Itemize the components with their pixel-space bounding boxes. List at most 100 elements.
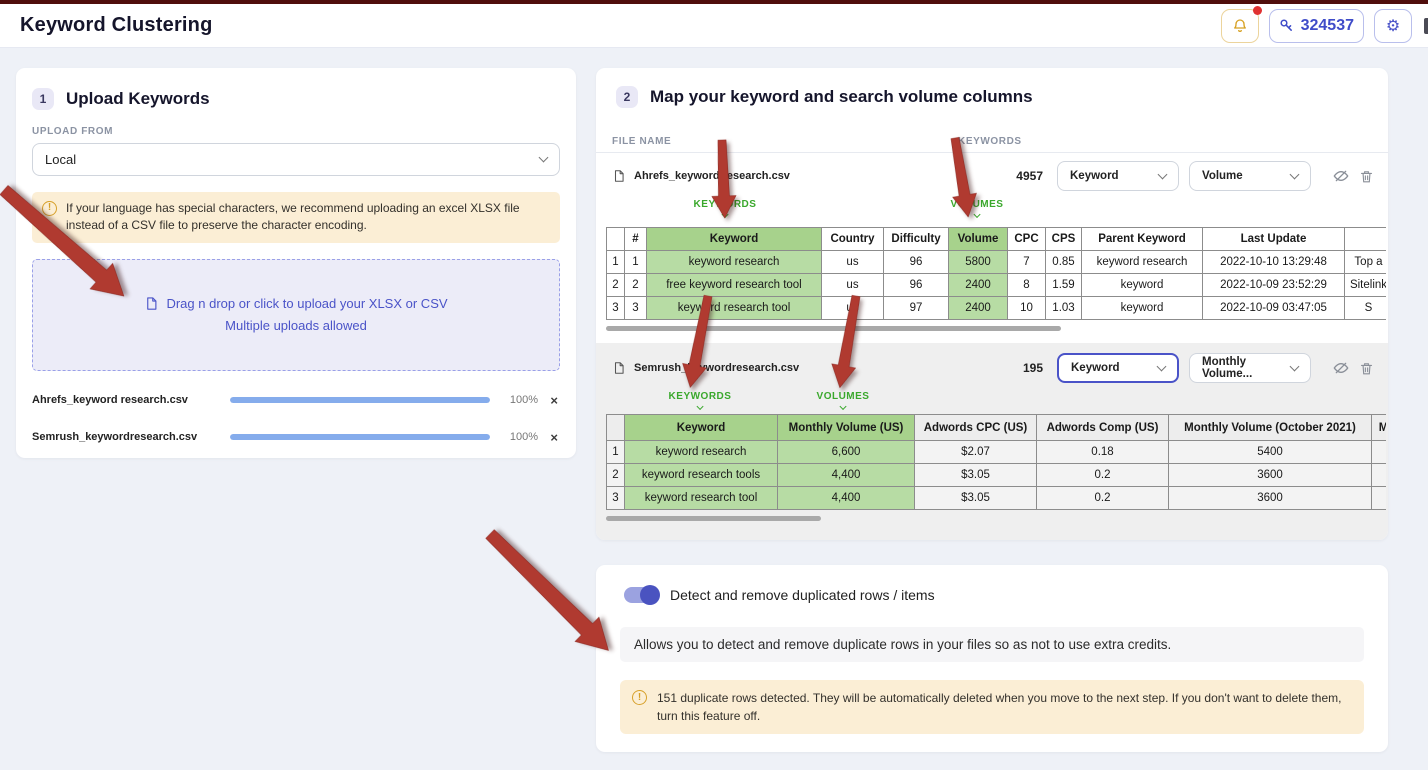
table-row: 2 2 free keyword research tool us 96 2400 8 1.5… xyxy=(606,273,1386,297)
table-cell: $2.07 xyxy=(914,440,1037,464)
keyword-column-select[interactable]: Keyword xyxy=(1057,353,1179,383)
chevron-down-icon xyxy=(721,210,729,219)
mapping-card-head: 2 Map your keyword and search volume col… xyxy=(616,86,1033,108)
table-row: 1 1 keyword research us 96 5800 7 0.85 keyword r… xyxy=(606,250,1386,274)
table-cell: 1 xyxy=(606,250,625,274)
column-header xyxy=(606,227,625,251)
table-cell: 7 xyxy=(1007,250,1046,274)
upload-progress-bar xyxy=(230,397,490,404)
dedupe-toggle[interactable] xyxy=(624,585,660,605)
upload-source-value: Local xyxy=(45,152,77,167)
volume-column-select[interactable]: Monthly Volume... xyxy=(1189,353,1311,383)
volume-column-select[interactable]: Volume xyxy=(1189,161,1311,191)
keyword-column-select[interactable]: Keyword xyxy=(1057,161,1179,191)
toggle-knob xyxy=(640,585,660,605)
table-cell: 3 xyxy=(606,296,625,320)
mapping-card-title: Map your keyword and search volume colum… xyxy=(650,87,1033,106)
table-cell: 1.59 xyxy=(1045,273,1082,297)
file-row: Semrush_keywordresearch.csv 195 Keyword … xyxy=(612,351,1374,385)
divider xyxy=(596,152,1388,153)
upload-keywords-card: 1 Upload Keywords UPLOAD FROM Local If y… xyxy=(16,68,576,458)
table-cell: keyword research xyxy=(624,440,778,464)
table-cell: 5400 xyxy=(1168,440,1372,464)
duplicate-warning-text: 151 duplicate rows detected. They will b… xyxy=(657,691,1342,723)
upload-source-select[interactable]: Local xyxy=(32,143,560,176)
table-cell: keyword xyxy=(1081,296,1203,320)
column-header: Keyword xyxy=(624,414,778,441)
table-cell: $3.05 xyxy=(914,486,1037,510)
upload-card-title: Upload Keywords xyxy=(66,89,210,108)
column-header: Parent Keyword xyxy=(1081,227,1203,251)
table-cell: keyword research tool xyxy=(646,296,822,320)
table-row: 3 3 keyword research tool us 97 2400 10 1.03 key… xyxy=(606,296,1386,320)
step-badge-2: 2 xyxy=(616,86,638,108)
table-cell: 96 xyxy=(883,273,949,297)
chevron-down-icon xyxy=(1156,361,1167,371)
alert-icon xyxy=(632,690,647,705)
column-header: Monthly Volume (October 2021) xyxy=(1168,414,1372,441)
table-header-row: # Keyword Country Difficulty Volume CPC CPS Par… xyxy=(606,227,1386,251)
table-cell: 2400 xyxy=(948,296,1008,320)
column-header: Difficulty xyxy=(883,227,949,251)
volumes-tag: VOLUMES xyxy=(817,391,870,411)
table-cell: 0.2 xyxy=(1036,463,1169,487)
clipped-edge-element xyxy=(1424,18,1428,34)
column-header: CPS xyxy=(1045,227,1082,251)
table-cell: keyword research xyxy=(646,250,822,274)
upload-from-label: UPLOAD FROM xyxy=(32,126,114,137)
dedupe-toggle-label: Detect and remove duplicated rows / item… xyxy=(670,587,935,603)
step-badge-1: 1 xyxy=(32,88,54,110)
hide-file-button[interactable] xyxy=(1333,168,1349,184)
file-mapping-section-semrush: Semrush_keywordresearch.csv 195 Keyword … xyxy=(596,343,1388,540)
duplicate-warning: 151 duplicate rows detected. They will b… xyxy=(620,680,1364,734)
table-cell: 1.03 xyxy=(1045,296,1082,320)
column-header: Last Update xyxy=(1202,227,1345,251)
volume-column-value: Volume xyxy=(1202,170,1243,182)
remove-upload-button[interactable]: × xyxy=(550,392,558,408)
table-cell: us xyxy=(821,273,884,297)
keyword-count: 4957 xyxy=(1016,169,1043,183)
settings-button[interactable]: ⚙ xyxy=(1374,8,1412,43)
column-header xyxy=(606,414,625,441)
horizontal-scrollbar[interactable] xyxy=(606,516,821,521)
chevron-down-icon xyxy=(1289,169,1300,179)
remove-upload-button[interactable]: × xyxy=(550,429,558,445)
credits-button[interactable]: 324537 xyxy=(1268,8,1364,43)
upload-progress-percent: 100% xyxy=(509,431,538,444)
uploaded-file-row: Semrush_keywordresearch.csv 100% × xyxy=(32,430,560,445)
dropzone-subtext: Multiple uploads allowed xyxy=(225,318,367,334)
dropzone-text: Drag n drop or click to upload your XLSX… xyxy=(166,296,448,312)
table-cell: 0.18 xyxy=(1036,440,1169,464)
chevron-down-icon xyxy=(696,402,704,411)
horizontal-scrollbar[interactable] xyxy=(606,326,1061,331)
key-icon xyxy=(1279,18,1294,33)
column-header: Volume xyxy=(948,227,1008,251)
hide-file-button[interactable] xyxy=(1333,360,1349,376)
file-dropzone[interactable]: Drag n drop or click to upload your XLSX… xyxy=(32,258,560,371)
preview-table: Keyword Monthly Volume (US) Adwords CPC (U… xyxy=(606,414,1386,510)
table-cell: 0.2 xyxy=(1036,486,1169,510)
table-cell: 8 xyxy=(1007,273,1046,297)
uploaded-file-row: Ahrefs_keyword research.csv 100% × xyxy=(32,393,560,408)
keyword-count: 195 xyxy=(1022,361,1043,375)
dedupe-description: Allows you to detect and remove duplicat… xyxy=(620,627,1364,662)
delete-file-button[interactable] xyxy=(1359,169,1374,184)
table-cell xyxy=(1371,463,1386,487)
table-cell: 2400 xyxy=(948,273,1008,297)
notifications-button[interactable] xyxy=(1220,5,1262,43)
column-header: CPC xyxy=(1007,227,1046,251)
delete-file-button[interactable] xyxy=(1359,361,1374,376)
table-cell: 96 xyxy=(883,250,949,274)
table-cell: us xyxy=(821,296,884,320)
column-mapping-card: 2 Map your keyword and search volume col… xyxy=(596,68,1388,540)
table-cell: 2 xyxy=(606,273,625,297)
column-header: Country xyxy=(821,227,884,251)
upload-progress-bar xyxy=(230,434,490,441)
header-actions: 324537 ⚙ xyxy=(1220,5,1412,43)
table-cell: Sitelink xyxy=(1344,273,1386,297)
dedupe-card: Detect and remove duplicated rows / item… xyxy=(596,565,1388,752)
table-row: 1 keyword research 6,600 $2.07 0.18 5400 xyxy=(606,440,1386,464)
table-cell: 97 xyxy=(883,296,949,320)
keywords-tag: KEYWORDS xyxy=(669,391,732,411)
column-header xyxy=(1344,227,1386,251)
